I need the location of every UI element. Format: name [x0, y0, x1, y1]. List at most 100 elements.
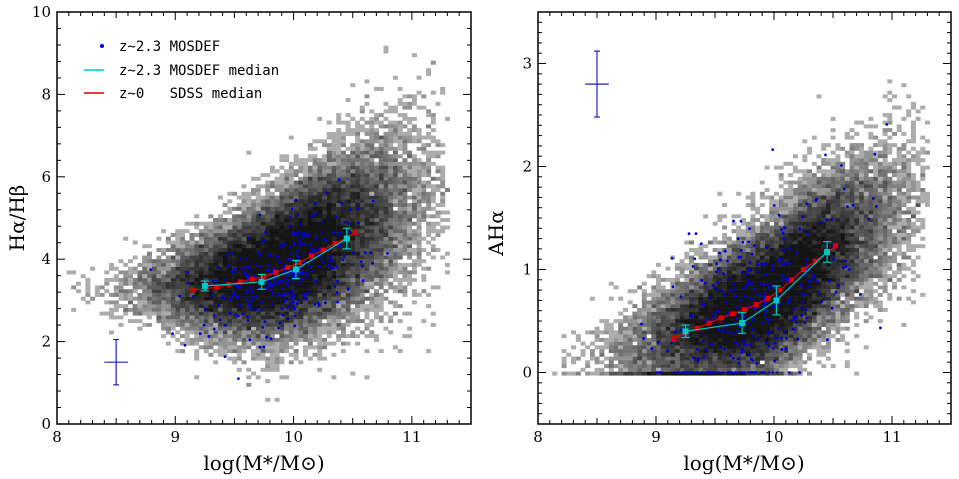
- density-cell: [703, 296, 709, 301]
- density-cell: [797, 285, 803, 290]
- density-cell: [608, 371, 614, 376]
- density-cell: [213, 360, 219, 365]
- density-cell: [632, 364, 638, 369]
- density-cell: [830, 285, 836, 290]
- density-cell: [355, 334, 361, 339]
- density-cell: [364, 131, 370, 136]
- density-cell: [698, 334, 704, 339]
- density-cell: [736, 315, 742, 320]
- density-cell: [326, 233, 332, 237]
- density-cell: [783, 349, 789, 354]
- mosdef-point: [262, 345, 266, 349]
- density-cell: [378, 244, 384, 249]
- density-cell: [246, 292, 252, 297]
- density-cell: [213, 229, 219, 234]
- density-cell: [750, 240, 756, 245]
- density-cell: [236, 296, 242, 301]
- density-cell: [397, 146, 403, 151]
- density-cell: [802, 244, 808, 249]
- density-cell: [208, 221, 214, 226]
- density-cell: [241, 296, 247, 301]
- density-cell: [175, 266, 181, 271]
- density-cell: [755, 255, 761, 260]
- mosdef-point: [386, 252, 389, 255]
- density-cell: [821, 240, 827, 245]
- density-cell: [416, 240, 422, 245]
- density-cell: [859, 218, 864, 222]
- density-cell: [217, 251, 223, 256]
- density-cell: [388, 131, 394, 136]
- density-cell: [764, 292, 770, 297]
- density-cell: [764, 319, 770, 324]
- density-cell: [288, 240, 294, 245]
- density-cell: [759, 225, 765, 230]
- density-cell: [835, 154, 841, 159]
- density-cell: [722, 289, 728, 294]
- density-cell: [331, 281, 337, 286]
- density-cell: [317, 221, 323, 226]
- density-cell: [288, 180, 294, 185]
- density-cell: [660, 371, 666, 376]
- density-cell: [222, 248, 228, 252]
- density-cell: [350, 210, 356, 215]
- density-cell: [350, 199, 356, 204]
- density-cell: [882, 139, 888, 144]
- density-cell: [331, 214, 337, 219]
- density-cell: [788, 266, 794, 271]
- density-cell: [632, 360, 638, 365]
- plot-frame: [56, 11, 472, 425]
- density-cell: [322, 270, 327, 275]
- density-cell: [255, 255, 261, 260]
- density-cell: [170, 248, 176, 252]
- density-cell: [816, 221, 822, 226]
- density-cell: [835, 229, 841, 234]
- density-cell: [792, 334, 798, 339]
- density-cell: [312, 289, 318, 294]
- density-cell: [198, 251, 204, 256]
- density-cell: [236, 322, 242, 327]
- density-cell: [274, 240, 280, 245]
- density-cell: [660, 330, 666, 335]
- density-cell: [679, 319, 685, 324]
- sdss-median-point: [214, 284, 220, 290]
- density-cell: [717, 367, 723, 372]
- density-cell: [269, 281, 275, 286]
- density-cell: [807, 229, 812, 234]
- density-cell: [407, 173, 413, 178]
- density-cell: [232, 345, 238, 350]
- density-cell: [797, 221, 803, 226]
- density-cell: [322, 326, 327, 331]
- density-cell: [854, 289, 860, 294]
- density-cell: [317, 240, 323, 245]
- density-cell: [807, 300, 812, 305]
- density-cell: [312, 330, 318, 335]
- density-cell: [241, 244, 247, 249]
- density-cell: [717, 349, 723, 354]
- density-cell: [641, 345, 647, 350]
- density-cell: [99, 292, 105, 297]
- density-cell: [402, 161, 408, 166]
- density-cell: [849, 161, 855, 166]
- density-cell: [217, 307, 223, 312]
- density-cell: [407, 214, 413, 219]
- density-cell: [269, 210, 275, 215]
- density-cell: [232, 326, 238, 331]
- mosdef-point: [339, 244, 342, 247]
- density-cell: [279, 349, 285, 354]
- density-cell: [670, 292, 676, 297]
- density-cell: [774, 319, 779, 324]
- density-cell: [355, 270, 361, 275]
- density-cell: [307, 300, 313, 305]
- mosdef-point: [299, 266, 303, 270]
- density-cell: [741, 229, 746, 234]
- mosdef-point: [241, 266, 244, 270]
- density-cell: [198, 345, 204, 350]
- mosdef-point: [336, 279, 339, 283]
- density-cell: [811, 300, 817, 305]
- density-cell: [407, 180, 413, 185]
- density-cell: [778, 281, 784, 286]
- density-cell: [835, 218, 841, 222]
- density-cell: [717, 262, 723, 267]
- density-cell: [877, 214, 883, 219]
- density-cell: [877, 240, 883, 245]
